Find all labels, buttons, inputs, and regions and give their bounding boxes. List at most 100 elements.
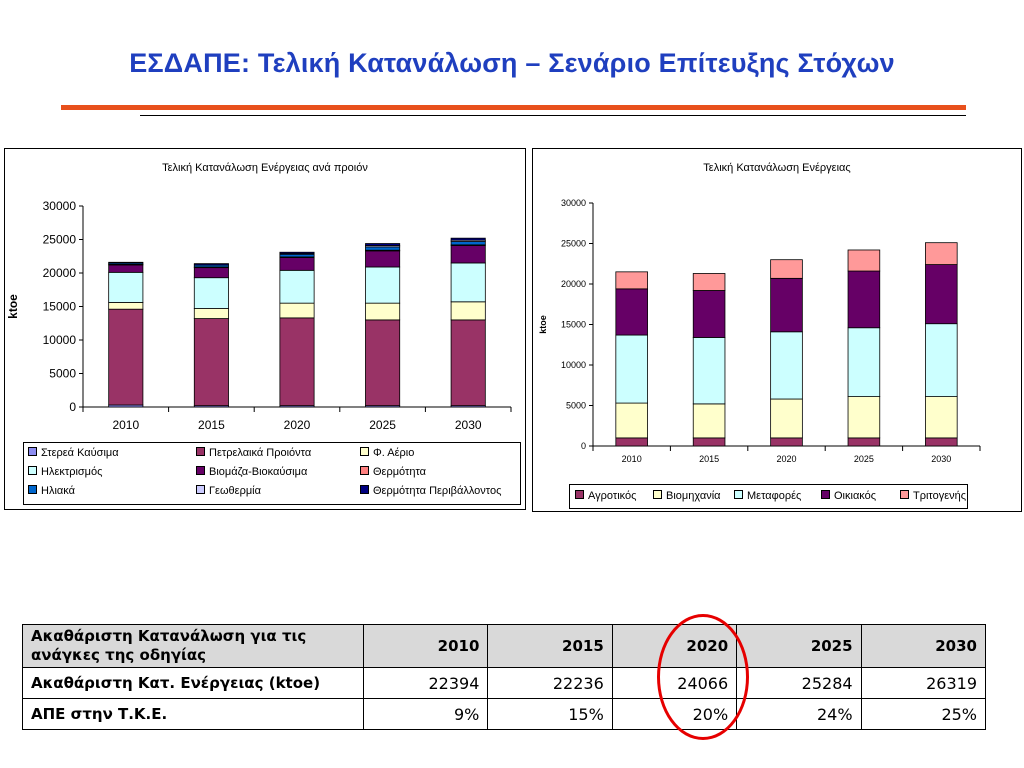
legend-label: Βιομάζα-Βιοκαύσιμα [209, 466, 308, 478]
chart-legend: Αγροτικός Βιομηχανία Μεταφορές Οικιακός Τριτ… [569, 484, 968, 509]
bar-segment [279, 302, 315, 319]
bar-segment [193, 308, 229, 319]
bar-segment [193, 277, 229, 309]
x-tick-label: 2015 [198, 418, 225, 432]
table-cell: 15% [487, 698, 613, 730]
x-tick-label: 2025 [369, 418, 396, 432]
bar-segment [692, 437, 726, 447]
bar-segment [450, 245, 486, 264]
table-header-cell: 2025 [736, 624, 862, 668]
bar-segment [365, 246, 401, 251]
table-row: Ακαθάριστη Κατ. Ενέργειας (ktoe) 22394 2… [22, 667, 987, 699]
table-cell: 9% [362, 698, 489, 730]
bar-segment [108, 302, 144, 310]
bar-segment [770, 277, 803, 333]
table-cell: 25284 [736, 667, 862, 699]
x-tick-label: 2010 [112, 418, 139, 432]
bar-segment [847, 396, 881, 439]
title-underline-orange [61, 105, 966, 110]
legend-label: Ηλιακά [41, 485, 75, 497]
legend-swatch [28, 447, 37, 456]
y-tick-label: 15000 [43, 300, 77, 314]
legend-swatch [821, 490, 830, 499]
bar-segment [279, 257, 315, 271]
legend-item: Στερεά Καύσιμα [28, 447, 119, 459]
bar-segment [365, 243, 401, 246]
legend-swatch [28, 485, 37, 494]
table-row-label: ΑΠΕ στην Τ.Κ.Ε. [22, 698, 364, 730]
legend-item: Τριτογενής [900, 490, 966, 502]
y-tick-label: 10000 [43, 333, 77, 347]
bar-segment [279, 251, 315, 254]
y-axis-label: ktoe [6, 294, 20, 319]
bar-segment [193, 263, 229, 266]
legend-swatch [196, 485, 205, 494]
bar-segment [365, 319, 401, 407]
table-header-cell: 2010 [362, 624, 489, 668]
bar-segment [847, 437, 881, 447]
y-tick-label: 5000 [49, 367, 76, 381]
legend-item: Θερμότητα Περιβάλλοντος [360, 485, 501, 497]
bar-segment [925, 242, 958, 265]
legend-swatch [360, 485, 369, 494]
bar-segment [193, 318, 229, 407]
bar-segment [365, 302, 401, 321]
bar-segment [925, 437, 958, 447]
y-tick-label: 30000 [561, 198, 586, 208]
y-axis-label: ktoe [538, 315, 548, 334]
chart-plot-svg: 0 5000 10000 15000 20000 25000 30000 2010 2015 20… [538, 198, 981, 464]
legend-swatch [575, 490, 584, 499]
chart-consumption-by-product: Τελική Κατανάλωση Ενέργειας ανά προιόν 0… [4, 148, 526, 510]
bar-segment [450, 319, 486, 407]
legend-swatch [653, 490, 662, 499]
bar-segment [615, 288, 648, 336]
bar-segment [450, 237, 486, 241]
legend-label: Ηλεκτρισμός [41, 466, 103, 478]
legend-label: Αγροτικός [588, 490, 637, 502]
legend-swatch [360, 447, 369, 456]
table-header-row: Ακαθάριστη Κατανάλωση για τις ανάγκες τη… [22, 624, 987, 668]
legend-swatch [734, 490, 743, 499]
legend-item: Γεωθερμία [196, 485, 261, 497]
bar-segment [770, 398, 803, 439]
y-tick-label: 5000 [566, 401, 586, 411]
y-tick-label: 20000 [43, 266, 77, 280]
bar-segment [615, 271, 648, 290]
y-tick-label: 20000 [561, 279, 586, 289]
table-row: ΑΠΕ στην Τ.Κ.Ε. 9% 15% 20% 24% 25% [22, 698, 987, 730]
legend-label: Πετρελαικά Προιόντα [209, 447, 312, 459]
table-cell: 26319 [860, 667, 987, 699]
legend-swatch [196, 466, 205, 475]
bar-segment [193, 267, 229, 279]
bar-segment [108, 271, 144, 303]
legend-item: Φ. Αέριο [360, 447, 414, 459]
legend-label: Βιομηχανία [666, 490, 721, 502]
chart-legend: Στερεά Καύσιμα Πετρελαικά Προιόντα Φ. Αέρι… [23, 442, 521, 505]
legend-swatch [360, 466, 369, 475]
table-cell: 22236 [487, 667, 613, 699]
bar-segment [925, 323, 958, 397]
bar-segment [279, 269, 315, 304]
x-tick-label: 2010 [622, 454, 642, 464]
bar-segment [692, 337, 726, 405]
y-tick-label: 0 [69, 400, 76, 414]
bar-segment [615, 437, 648, 447]
bar-segment [450, 262, 486, 303]
chart-plot-svg: 0 5000 10000 15000 20000 25000 30000 2010 2015 20… [6, 199, 512, 432]
bar-segment [108, 261, 144, 264]
bar-segment [847, 327, 881, 397]
legend-label: Γεωθερμία [209, 485, 261, 497]
legend-swatch [28, 466, 37, 475]
legend-label: Οικιακός [834, 490, 877, 502]
y-tick-label: 10000 [561, 360, 586, 370]
bar-segment [925, 396, 958, 439]
x-tick-label: 2025 [854, 454, 874, 464]
chart-title: Τελική Κατανάλωση Ενέργειας ανά προιόν [162, 162, 368, 174]
legend-label: Θερμότητα [373, 466, 427, 478]
bar-segment [365, 250, 401, 268]
x-tick-label: 2020 [776, 454, 796, 464]
y-tick-label: 30000 [43, 199, 77, 213]
chart-consumption-by-sector: Τελική Κατανάλωση Ενέργειας 0 5000 10000 15… [532, 148, 1022, 512]
bar-segment [847, 249, 881, 272]
table-header-label: Ακαθάριστη Κατανάλωση για τις ανάγκες τη… [22, 624, 364, 668]
